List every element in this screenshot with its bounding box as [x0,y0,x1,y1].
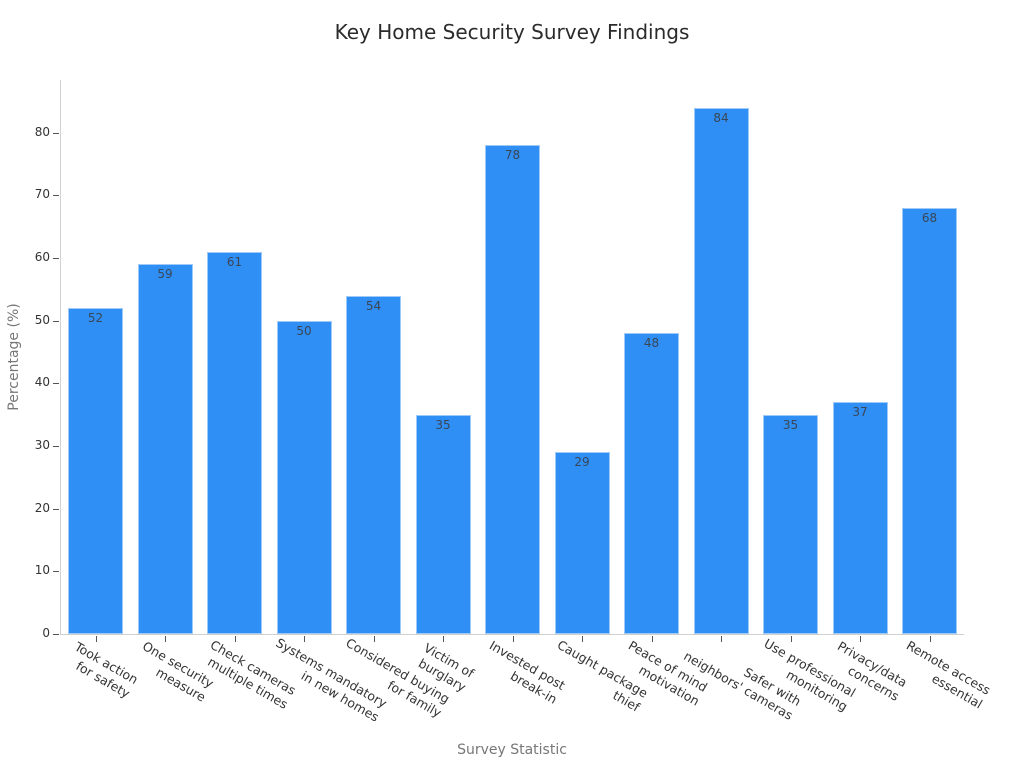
bar-value-label: 54 [365,298,382,313]
y-tick [53,195,59,197]
y-tick-label: 80 [34,124,50,139]
x-tick [790,636,792,642]
x-tick-label: Took action for safety [71,638,141,701]
x-tick [95,636,97,642]
bar: 78 [485,145,540,634]
x-tick [512,636,514,642]
y-tick-label: 60 [34,250,50,265]
x-tick [234,636,236,642]
x-tick [373,636,375,642]
y-tick-label: 50 [34,312,50,327]
x-tick [165,636,166,642]
x-tick [582,636,583,642]
bar: 48 [624,333,679,634]
bar: 84 [693,107,749,634]
bar-value-label: 37 [852,405,868,420]
bar-value-label: 68 [921,210,938,225]
y-tick [53,320,59,322]
chart-title: Key Home Security Survey Findings [334,20,690,44]
y-tick [53,258,59,260]
y-axis-line [60,80,61,635]
bar: 50 [276,320,332,634]
bar: 37 [832,402,888,634]
bar: 35 [415,414,471,634]
y-tick [53,446,59,448]
y-tick [53,634,59,635]
x-tick [929,636,931,642]
y-axis-label: Percentage (%) [6,303,22,411]
y-tick-label: 20 [34,500,50,515]
y-tick [53,571,59,573]
bar: 68 [902,207,957,634]
bar: 35 [763,414,818,634]
y-tick-label: 30 [34,438,50,453]
bar-value-label: 61 [226,254,243,269]
y-tick [53,132,59,134]
x-axis-label: Survey Statistic [457,742,567,758]
y-tick [53,508,59,510]
bar-value-label: 29 [574,455,590,470]
x-tick [443,636,444,642]
bar-value-label: 84 [713,110,729,125]
bar-value-label: 35 [782,417,799,432]
bar-value-label: 59 [157,267,173,282]
x-tick-label: Invested post break-in [486,637,568,707]
bar: 52 [68,308,123,634]
x-axis-line [60,634,964,635]
y-tick-label: 70 [34,187,50,202]
bar-value-label: 78 [504,148,521,163]
x-tick [304,636,305,642]
bar-value-label: 52 [87,311,104,326]
bar-value-label: 50 [296,323,312,338]
bar-value-label: 48 [643,336,660,351]
bar: 54 [346,295,401,634]
x-tick-label: One security measure [140,638,217,705]
bar: 29 [554,452,610,634]
x-tick [721,636,722,642]
x-tick [860,636,861,642]
bar-value-label: 35 [435,417,451,432]
y-tick-label: 10 [34,563,50,578]
x-tick [651,636,653,642]
y-tick [53,383,59,385]
bar: 59 [137,264,193,634]
bar: 61 [207,251,262,634]
y-tick-label: 40 [34,375,50,390]
x-tick-label: Remote access essential [903,637,993,712]
y-tick-label: 0 [42,626,50,640]
